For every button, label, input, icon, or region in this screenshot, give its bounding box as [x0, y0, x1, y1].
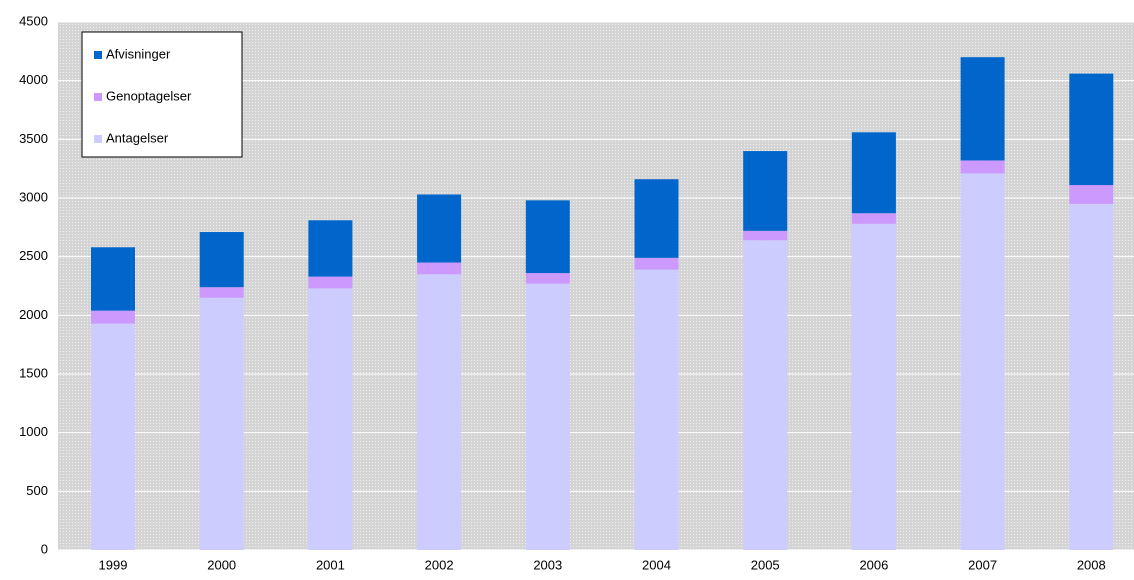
- bar-segment: [960, 57, 1005, 161]
- bar-segment: [525, 273, 570, 284]
- x-tick-label: 2000: [207, 557, 236, 572]
- bar-segment: [1069, 185, 1114, 204]
- bar-segment: [851, 132, 896, 214]
- legend-swatch: [94, 93, 102, 101]
- bar-segment: [91, 247, 135, 311]
- bar-segment: [743, 240, 788, 551]
- bar-segment: [91, 310, 135, 324]
- bar-segment: [199, 232, 244, 288]
- x-tick-label: 2004: [642, 557, 671, 572]
- y-tick-label: 0: [41, 541, 48, 556]
- y-tick-label: 4000: [19, 72, 48, 87]
- x-tick-label: 1999: [99, 557, 128, 572]
- bar-segment: [960, 173, 1005, 551]
- bar-segment: [308, 220, 353, 277]
- bar-segment: [525, 283, 570, 550]
- bar-segment: [1069, 203, 1114, 550]
- bar-segment: [851, 213, 896, 224]
- y-tick-label: 500: [26, 483, 48, 498]
- x-tick-label: 2007: [968, 557, 997, 572]
- y-tick-label: 1500: [19, 365, 48, 380]
- y-tick-label: 4500: [19, 13, 48, 28]
- x-tick-label: 2006: [859, 557, 888, 572]
- legend-box: [81, 31, 243, 158]
- x-tick-label: 2003: [533, 557, 562, 572]
- legend-label: Afvisninger: [106, 46, 171, 61]
- bar-segment: [851, 223, 896, 550]
- bar-segment: [199, 287, 244, 298]
- bar-segment: [417, 262, 462, 275]
- legend-swatch: [94, 135, 102, 143]
- y-tick-label: 3500: [19, 131, 48, 146]
- x-tick-label: 2008: [1077, 557, 1106, 572]
- legend-swatch: [94, 51, 102, 59]
- bar-segment: [634, 257, 679, 270]
- bar-segment: [634, 179, 679, 258]
- x-tick-label: 2002: [425, 557, 454, 572]
- bar-segment: [417, 194, 462, 263]
- bar-segment: [417, 274, 462, 550]
- bar-segment: [743, 230, 788, 241]
- bar-segment: [960, 160, 1005, 174]
- bar-segment: [634, 269, 679, 550]
- y-tick-label: 3000: [19, 189, 48, 204]
- bar-segment: [525, 200, 570, 274]
- y-tick-label: 2500: [19, 248, 48, 263]
- bar-segment: [743, 151, 788, 231]
- y-tick-label: 2000: [19, 307, 48, 322]
- legend-label: Genoptagelser: [106, 88, 192, 103]
- x-tick-label: 2005: [751, 557, 780, 572]
- legend-label: Antagelser: [106, 130, 169, 145]
- bar-segment: [91, 323, 135, 550]
- bar-segment: [308, 276, 353, 289]
- y-tick-label: 1000: [19, 424, 48, 439]
- bar-segment: [1069, 73, 1114, 186]
- bar-segment: [199, 297, 244, 550]
- bar-segment: [308, 288, 353, 550]
- x-tick-label: 2001: [316, 557, 345, 572]
